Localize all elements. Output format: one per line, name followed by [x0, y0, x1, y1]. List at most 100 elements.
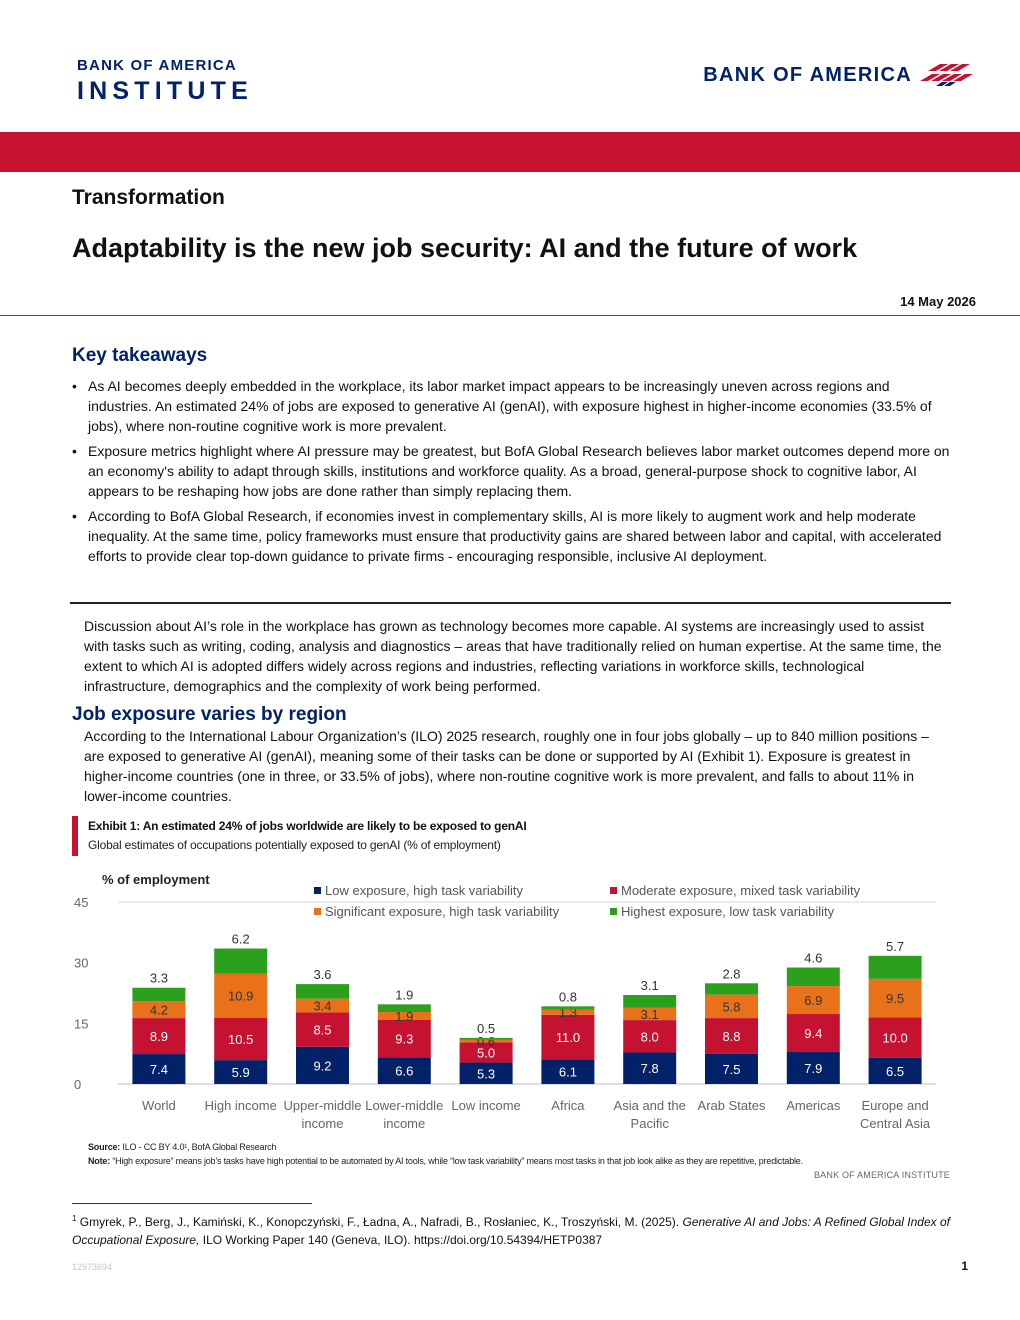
- bar-segment: [623, 1020, 677, 1053]
- data-label: 6.9: [804, 993, 822, 1008]
- institute-logo-line1: BANK OF AMERICA: [77, 57, 237, 74]
- x-tick-label: Lower-middle: [365, 1098, 443, 1113]
- data-label: 8.5: [313, 1023, 331, 1038]
- header-band: [0, 132, 1020, 172]
- page-title: Adaptability is the new job security: AI…: [72, 233, 858, 263]
- publish-date: 14 May 2026: [900, 294, 976, 309]
- data-label: 4.6: [804, 951, 822, 966]
- bar-segment: [786, 1014, 840, 1053]
- source-text: ILO - CC BY 4.0¹, BofA Global Research: [122, 1142, 277, 1152]
- data-label: 5.9: [232, 1065, 250, 1080]
- bar-segment: [377, 1004, 431, 1013]
- data-label: 2.8: [722, 966, 740, 981]
- bar-segment: [296, 998, 349, 1013]
- footnote: 1 Gmyrek, P., Berg, J., Kamiński, K., Ko…: [72, 1210, 952, 1249]
- legend-label: Moderate exposure, mixed task variabilit…: [621, 883, 861, 898]
- data-label: 0.8: [559, 989, 577, 1004]
- document-id: 12973694: [72, 1262, 113, 1272]
- data-label: 3.6: [313, 967, 331, 982]
- flag-icon: [920, 64, 973, 86]
- legend-swatch: [314, 908, 321, 915]
- key-takeaways-list: As AI becomes deeply embedded in the wor…: [72, 376, 952, 571]
- data-label: 9.3: [395, 1032, 413, 1047]
- footnote-rest: ILO Working Paper 140 (Geneva, ILO). htt…: [202, 1233, 603, 1247]
- source-line: Source: ILO - CC BY 4.0¹, BofA Global Re…: [88, 1140, 950, 1154]
- bar-segment: [623, 1007, 677, 1021]
- institute-logo: BANK OF AMERICA INSTITUTE: [77, 57, 253, 106]
- x-tick-label: Asia and the: [614, 1098, 686, 1113]
- source-label: Source:: [88, 1142, 121, 1152]
- bar-segment: [786, 986, 840, 1015]
- data-label: 6.6: [395, 1064, 413, 1079]
- data-label: 7.9: [804, 1061, 822, 1076]
- institute-logo-line2: INSTITUTE: [77, 77, 253, 105]
- x-tick-label: Pacific: [631, 1116, 670, 1131]
- x-tick-label: income: [383, 1116, 425, 1131]
- data-label: 6.2: [232, 932, 250, 947]
- key-takeaways-heading: Key takeaways: [72, 345, 208, 366]
- data-label: 11.0: [556, 1030, 580, 1045]
- exhibit-subtitle: Global estimates of occupations potentia…: [88, 838, 501, 852]
- footnote-authors: Gmyrek, P., Berg, J., Kamiński, K., Kono…: [79, 1215, 680, 1229]
- bar-segment: [623, 995, 677, 1008]
- bar-segment: [459, 1062, 513, 1084]
- y-tick-label: 15: [74, 1016, 88, 1031]
- chart-credit: BANK OF AMERICA INSTITUTE: [813, 1170, 950, 1180]
- bar-segment: [214, 973, 268, 1018]
- data-label: 9.5: [886, 991, 904, 1006]
- section-label: Transformation: [72, 186, 225, 209]
- data-label: 3.3: [150, 971, 168, 986]
- bank-logo-text: BANK OF AMERICA: [703, 63, 912, 86]
- bar-segment: [459, 1037, 513, 1040]
- legend-label: Low exposure, high task variability: [325, 883, 523, 898]
- section-divider: [70, 602, 951, 604]
- bar-segment: [132, 1018, 186, 1055]
- exhibit-title: Exhibit 1: An estimated 24% of jobs worl…: [88, 819, 527, 833]
- data-label: 9.2: [313, 1058, 331, 1073]
- data-label: 3.4: [313, 999, 331, 1014]
- chart-notes: Source: ILO - CC BY 4.0¹, BofA Global Re…: [88, 1140, 950, 1168]
- bar-segment: [214, 1060, 268, 1084]
- bar-segment: [786, 967, 840, 987]
- footnote-marker: 1: [72, 1214, 77, 1223]
- note-text: “High exposure” means job’s tasks have h…: [112, 1156, 803, 1166]
- bar-segment: [296, 984, 349, 999]
- bar-segment: [868, 1017, 922, 1058]
- y-tick-label: 30: [74, 956, 88, 971]
- x-tick-label: Low income: [451, 1098, 520, 1113]
- x-tick-label: Arab States: [698, 1098, 766, 1113]
- bar-segment: [868, 955, 922, 979]
- bar-segment: [541, 1014, 595, 1060]
- data-label: 0.5: [477, 1021, 495, 1036]
- y-axis-title: % of employment: [102, 872, 210, 887]
- bar-segment: [214, 948, 268, 974]
- bar-segment: [541, 1006, 595, 1010]
- bar-segment: [296, 1046, 349, 1084]
- note-label: Note:: [88, 1156, 110, 1166]
- exposure-chart: % of employment 0 15 30 45 Low exposure, high…: [74, 872, 936, 1131]
- data-label: 10.5: [228, 1032, 253, 1047]
- bar-segment: [132, 1054, 186, 1084]
- section-heading: Job exposure varies by region: [72, 704, 347, 725]
- bar-segment: [868, 978, 922, 1018]
- bar-segment: [296, 1012, 349, 1047]
- list-item: According to BofA Global Research, if ec…: [72, 506, 952, 566]
- y-tick-label: 45: [74, 895, 88, 910]
- legend-label: Significant exposure, high task variabil…: [325, 904, 560, 919]
- bar-segment: [377, 1012, 431, 1020]
- x-tick-label: Upper-middle: [283, 1098, 361, 1113]
- bank-logo: BANK OF AMERICA: [703, 62, 974, 88]
- bar-segment: [705, 994, 758, 1019]
- data-label: 10.0: [882, 1030, 907, 1045]
- bar-segment: [623, 1052, 677, 1084]
- data-label: 1.9: [395, 1009, 413, 1024]
- data-label: 3.1: [641, 1007, 659, 1022]
- data-label: 6.5: [886, 1064, 904, 1079]
- bar-segment: [786, 1052, 840, 1084]
- note-line: Note: “High exposure” means job’s tasks …: [88, 1154, 950, 1168]
- bar-segment: [377, 1019, 431, 1058]
- data-label: 5.8: [722, 999, 740, 1014]
- y-tick-label: 0: [74, 1077, 81, 1092]
- data-label: 10.9: [228, 989, 253, 1004]
- footnote-divider: [72, 1203, 312, 1204]
